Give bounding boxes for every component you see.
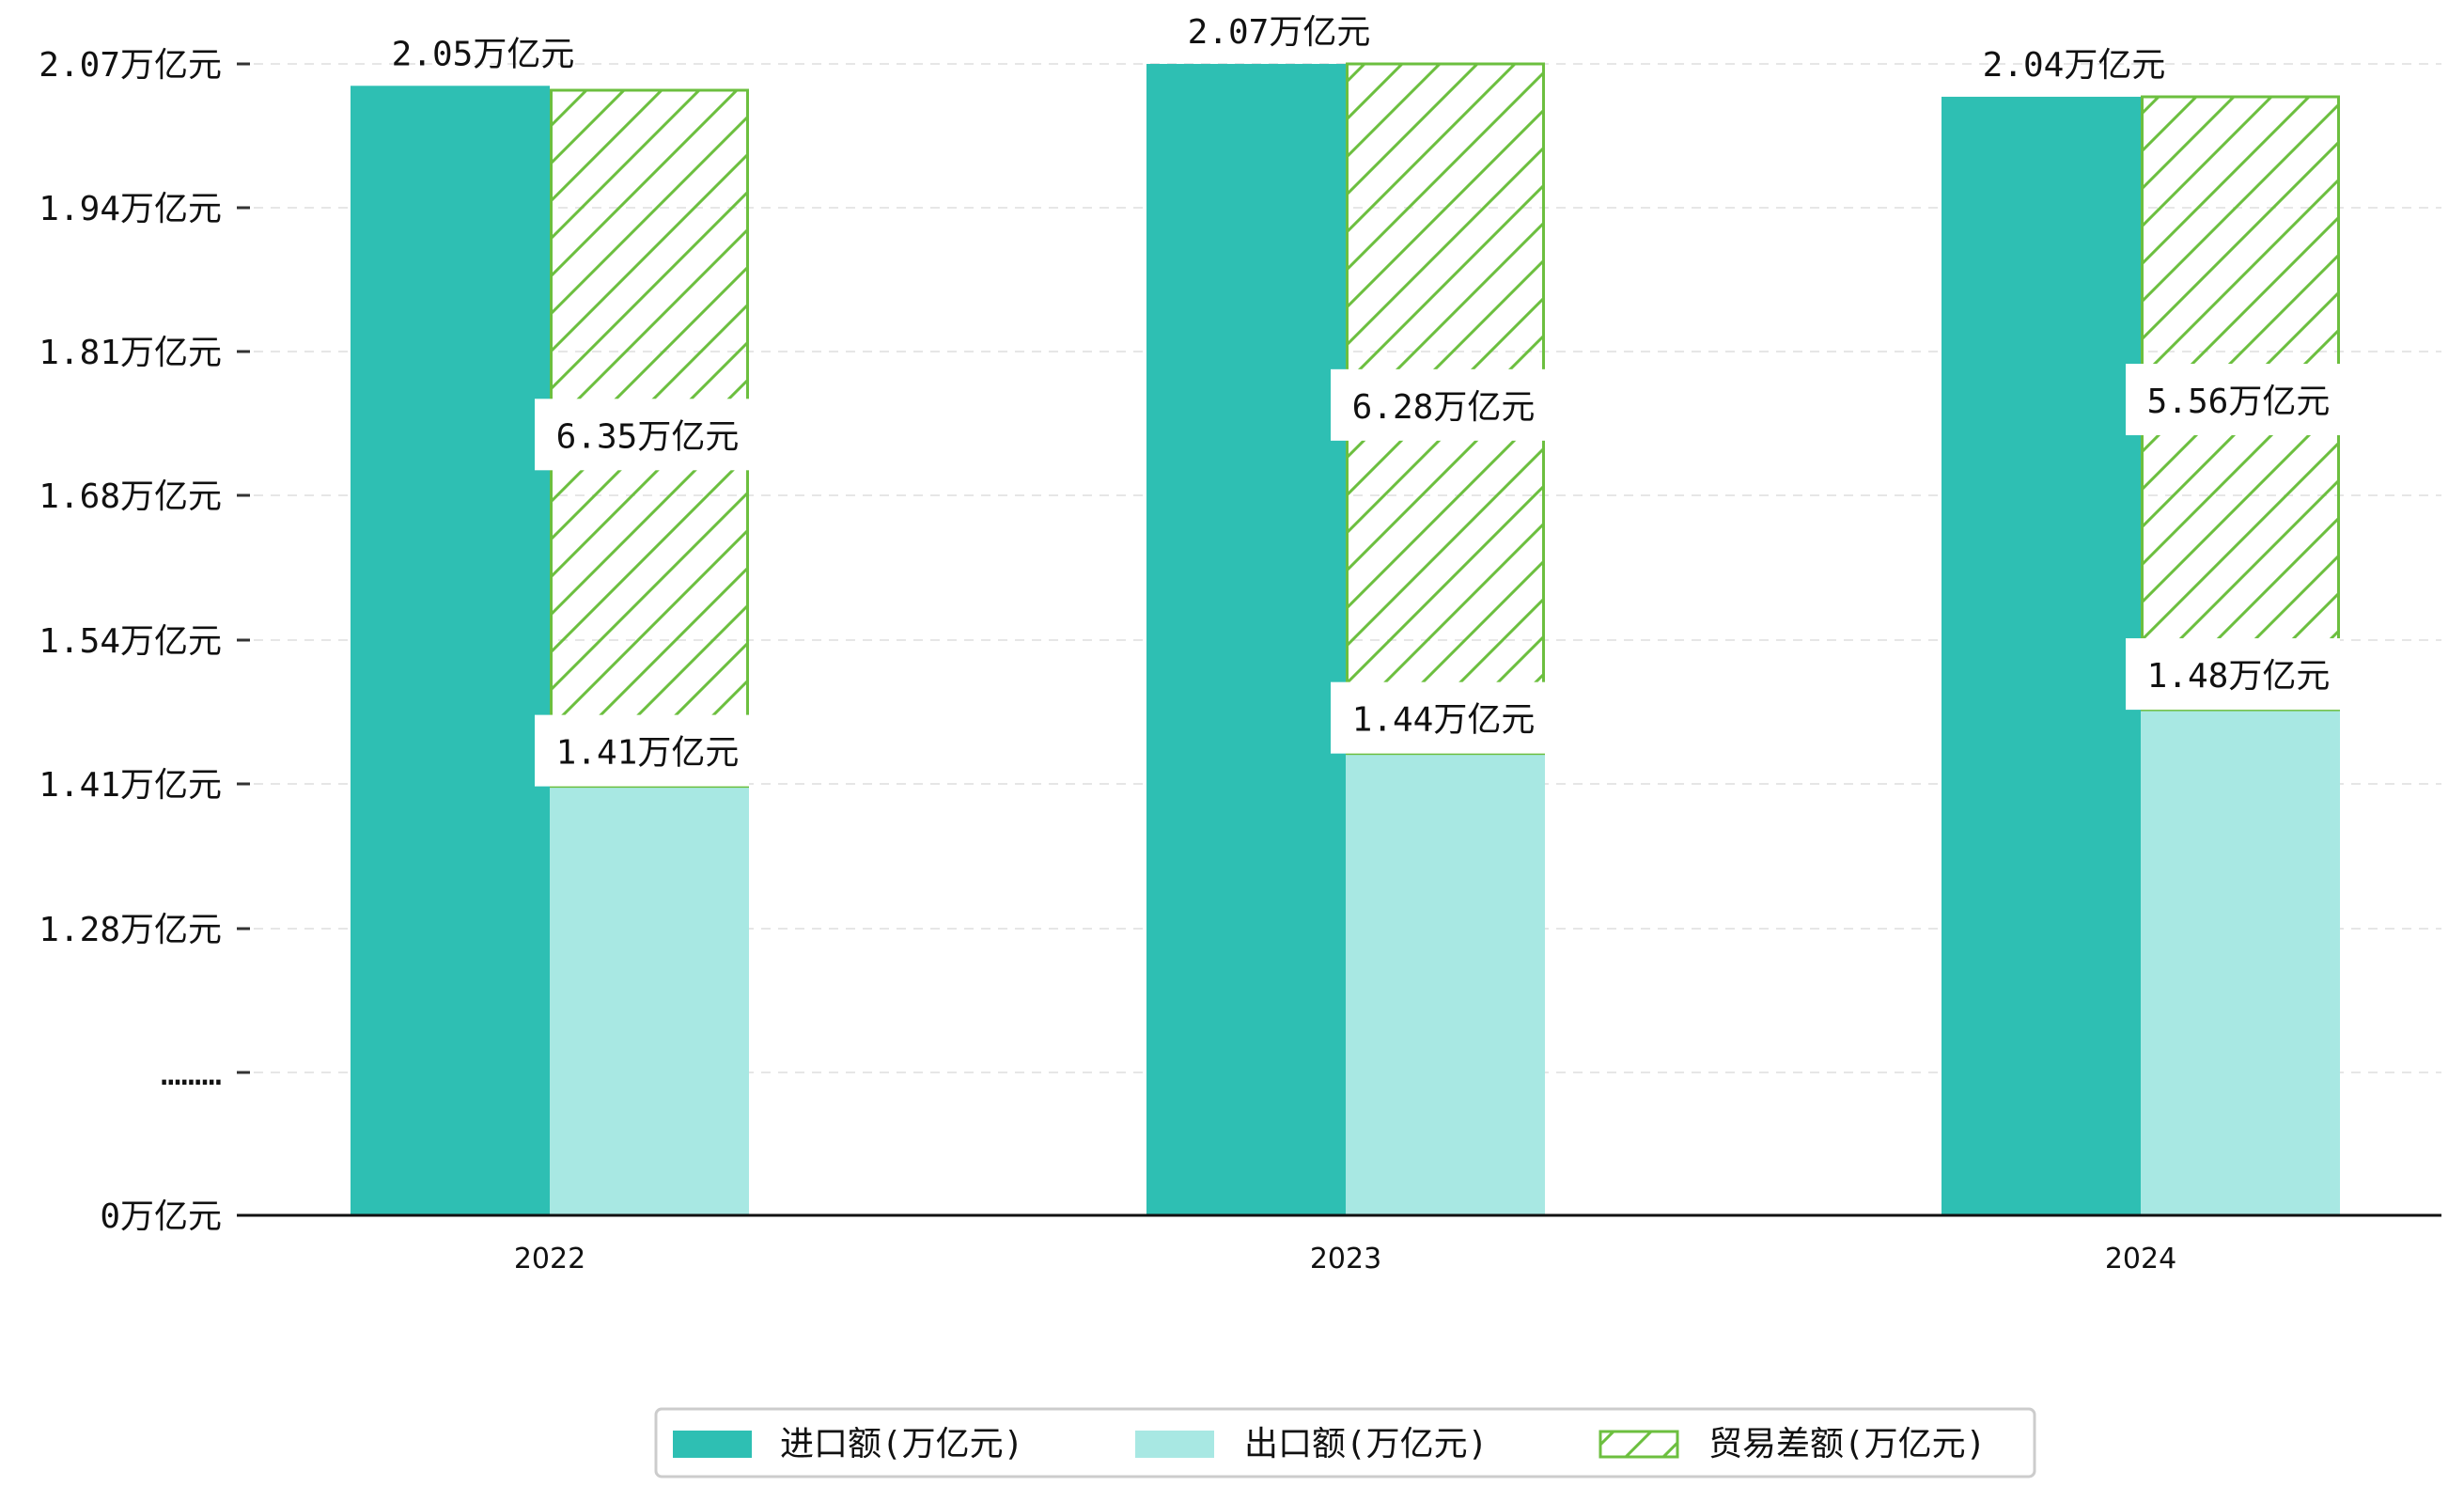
y-tick-label: 1.28万亿元: [39, 911, 222, 949]
import-value-label: 2.07万亿元: [1188, 13, 1371, 52]
legend-swatch-import: [673, 1431, 752, 1458]
legend-swatch-export: [1135, 1431, 1214, 1458]
y-tick-label: 1.81万亿元: [39, 334, 222, 372]
import-bar: [1942, 96, 2141, 1215]
label-box: [535, 714, 749, 787]
trade-balance-value-label: 6.28万亿元: [1352, 388, 1536, 427]
import-bar: [351, 86, 550, 1215]
y-tick-label: 2.07万亿元: [39, 46, 222, 85]
x-tick-label: 2023: [1310, 1243, 1381, 1275]
export-value-label: 1.44万亿元: [1352, 701, 1536, 740]
legend-label: 出口额(万亿元): [1244, 1425, 1488, 1463]
import-value-label: 2.05万亿元: [392, 35, 575, 73]
label-box: [1331, 681, 1545, 754]
legend-label: 贸易差额(万亿元): [1708, 1425, 1986, 1463]
import-bar: [1146, 64, 1346, 1215]
export-bar: [2141, 710, 2340, 1215]
label-box: [2126, 364, 2340, 436]
y-tick-label: 0万亿元: [100, 1197, 222, 1236]
axes: 2.07万亿元 1.94万亿元 1.81万亿元 1.68万亿元 1.54万亿元 1.41万…: [39, 46, 2441, 1275]
x-tick-label: 2024: [2105, 1243, 2176, 1275]
export-value-label: 1.48万亿元: [2147, 657, 2331, 696]
export-bar: [1346, 753, 1545, 1215]
y-tick-label: 1.54万亿元: [39, 622, 222, 661]
legend-swatch-trade-balance: [1598, 1430, 1679, 1459]
y-tick-label: 1.68万亿元: [39, 477, 222, 516]
x-tick-label: 2022: [514, 1243, 585, 1275]
legend-label: 进口额(万亿元): [780, 1425, 1023, 1463]
legend-box: [654, 1407, 2036, 1479]
y-tick-label: 1.41万亿元: [39, 766, 222, 805]
bars: [351, 62, 2340, 1215]
data-labels: 2.05万亿元 1.41万亿元 6.35万亿元 2.07万亿元 1.44万亿元 6.28万…: [392, 13, 2340, 787]
trade-balance-value-label: 6.35万亿元: [556, 417, 740, 456]
import-value-label: 2.04万亿元: [1983, 46, 2166, 85]
label-box: [1331, 368, 1545, 441]
trade-balance-value-label: 5.56万亿元: [2147, 383, 2331, 421]
label-box: [2126, 638, 2340, 711]
export-value-label: 1.41万亿元: [556, 734, 740, 773]
export-bar: [550, 786, 749, 1215]
label-box: [535, 399, 749, 471]
y-tick-label: ………: [161, 1055, 222, 1093]
legend: 进口额(万亿元) 出口额(万亿元) 贸易差额(万亿元): [654, 1407, 2036, 1479]
y-tick-label: 1.94万亿元: [39, 190, 222, 228]
